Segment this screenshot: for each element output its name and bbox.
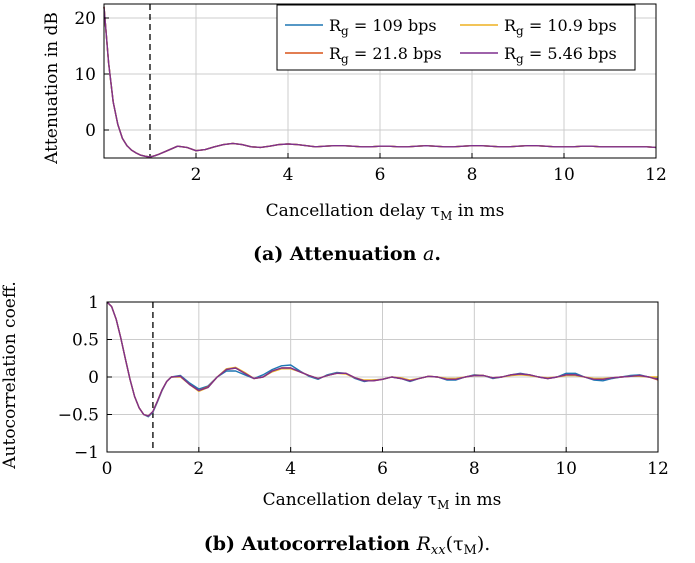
legend-label: Rg = 109 bps xyxy=(329,16,437,38)
legend-label-main: R xyxy=(329,44,342,63)
legend-box xyxy=(276,4,636,71)
chart-autocorrelation: 0 2 4 6 8 10 12 −1 −0.5 0 0.5 1 Autocorrelation coe… xyxy=(0,281,669,558)
legend-label-sub: g xyxy=(341,24,349,38)
legend-label-rest: = 109 bps xyxy=(349,16,437,35)
y-tick-label: 10 xyxy=(74,65,96,85)
legend-label: Rg = 5.46 bps xyxy=(504,44,617,66)
y-axis-label: Autocorrelation coeff. xyxy=(0,281,20,469)
x-tick-label: 10 xyxy=(555,459,577,479)
grid-lines xyxy=(107,302,658,452)
legend-label-main: R xyxy=(504,16,517,35)
x-tick-label: 4 xyxy=(283,165,294,185)
legend-label-main: R xyxy=(329,16,342,35)
y-tick-label: −1 xyxy=(74,443,99,463)
legend-label-sub: g xyxy=(341,52,349,66)
legend-label-rest: = 5.46 bps xyxy=(524,44,617,63)
caption-b: (b) Autocorrelation Rxx(τM). xyxy=(204,533,491,558)
series-lines xyxy=(106,301,659,418)
legend-label: Rg = 10.9 bps xyxy=(504,16,617,38)
y-tick-label: 1 xyxy=(88,293,99,313)
x-tick-label: 4 xyxy=(285,459,296,479)
series-lines xyxy=(103,6,657,158)
series-line xyxy=(103,6,657,158)
x-tick-label: 2 xyxy=(193,459,204,479)
x-tick-label: 6 xyxy=(377,459,388,479)
legend-label-sub: g xyxy=(516,52,524,66)
x-tick-label: 2 xyxy=(191,165,202,185)
legend-label-main: R xyxy=(504,44,517,63)
tick-labels: 0 2 4 6 8 10 12 −1 −0.5 0 0.5 1 xyxy=(58,293,669,479)
y-tick-label: 20 xyxy=(74,9,96,29)
y-tick-label: 0 xyxy=(88,368,99,388)
legend-label-rest: = 21.8 bps xyxy=(349,44,442,63)
x-axis-label: Cancellation delay τM in ms xyxy=(263,490,502,512)
x-tick-label: 12 xyxy=(647,459,669,479)
y-tick-label: 0.5 xyxy=(72,331,99,351)
x-tick-label: 8 xyxy=(469,459,480,479)
y-tick-label: −0.5 xyxy=(58,406,99,426)
chart-attenuation: 2 4 6 8 10 12 0 10 20 Attenuation in dB Cancella… xyxy=(42,3,667,265)
tick-labels: 2 4 6 8 10 12 0 10 20 xyxy=(74,9,666,185)
x-tick-label: 0 xyxy=(102,459,113,479)
legend-label: Rg = 21.8 bps xyxy=(329,44,442,66)
y-tick-label: 0 xyxy=(85,121,96,141)
y-axis-label: Attenuation in dB xyxy=(42,12,62,165)
legend-label-rest: = 10.9 bps xyxy=(524,16,617,35)
caption-a: (a) Attenuation a. xyxy=(253,243,441,265)
legend-label-sub: g xyxy=(516,24,524,38)
x-tick-label: 10 xyxy=(553,165,575,185)
x-tick-label: 12 xyxy=(645,165,667,185)
x-tick-label: 8 xyxy=(467,165,478,185)
x-axis-label: Cancellation delay τM in ms xyxy=(266,201,505,223)
series-line xyxy=(106,301,659,417)
x-tick-label: 6 xyxy=(375,165,386,185)
